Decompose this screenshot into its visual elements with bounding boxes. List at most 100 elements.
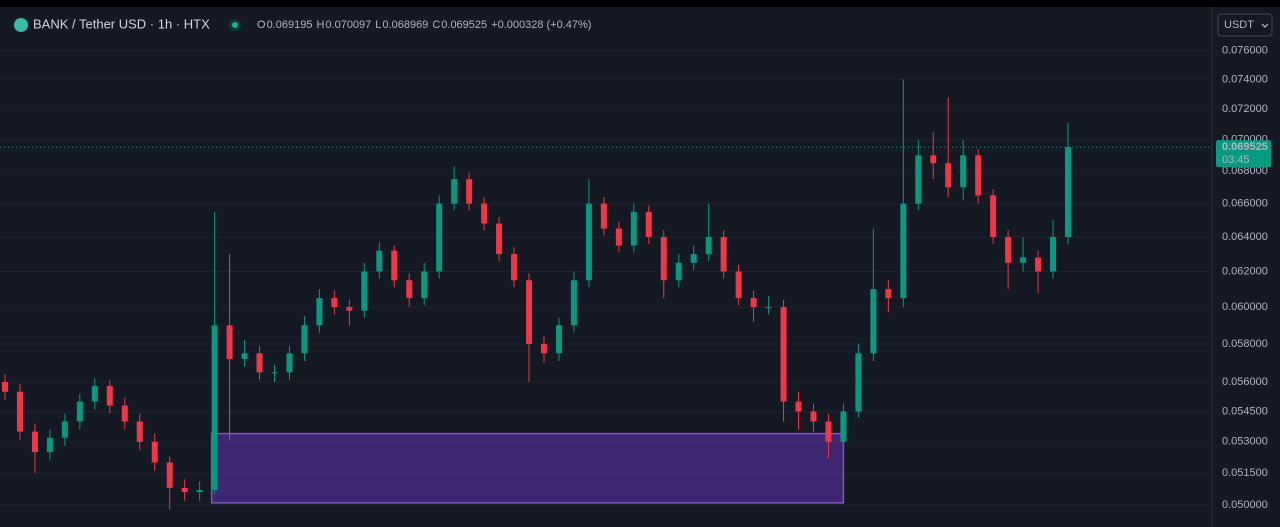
currency: USDT [1224, 19, 1254, 31]
currency-select[interactable] [1217, 13, 1273, 37]
candle-body [196, 489, 203, 493]
candle-body [870, 289, 877, 354]
y-tick-label: 0.053000 [1222, 436, 1268, 448]
candle-body [91, 385, 98, 402]
candle-body [271, 372, 278, 374]
candle-body [421, 271, 428, 299]
candle-body [16, 391, 23, 432]
candle-body [226, 325, 233, 359]
candle-body [466, 179, 473, 204]
candle-body [825, 421, 832, 442]
candle-body [675, 262, 682, 281]
status-dot [232, 22, 238, 28]
candle-body [76, 401, 83, 422]
ohlc-value: 0.069525 [441, 19, 487, 31]
y-tick-label: 0.050000 [1222, 499, 1268, 511]
last-price-label: 0.069525 [1222, 141, 1268, 153]
top-bar [0, 0, 1280, 7]
ohlc-value: 0.070097 [325, 19, 371, 31]
candle-body [990, 195, 997, 238]
candle-body [885, 289, 892, 299]
candle-body [526, 280, 533, 344]
candle-body [855, 353, 862, 412]
candle-body [451, 179, 458, 204]
candle-body [1050, 237, 1057, 272]
y-tick-label: 0.074000 [1222, 73, 1268, 85]
candle-body [241, 353, 248, 359]
ohlc-key: O [257, 19, 266, 31]
candle-body [286, 353, 293, 373]
candle-body [1065, 147, 1071, 238]
candle-body [1020, 257, 1027, 263]
candle-body [795, 401, 802, 412]
ohlc-value: 0.069195 [267, 19, 313, 31]
candle-body [346, 307, 353, 311]
countdown: 03:45 [1222, 154, 1250, 166]
y-tick-label: 0.054500 [1222, 405, 1268, 417]
candle-body [915, 155, 922, 204]
candle-body [331, 298, 338, 308]
candle-body [600, 203, 607, 229]
ohlc-key: C [432, 19, 440, 31]
candle-body [46, 437, 53, 453]
candle-body [975, 155, 982, 196]
candle-body [121, 405, 128, 422]
symbol-icon [14, 18, 28, 32]
y-tick-label: 0.076000 [1222, 44, 1268, 56]
candle-body [660, 237, 667, 281]
candle-body [765, 307, 772, 309]
candle-body [436, 203, 443, 272]
candle-body [930, 155, 937, 164]
candle-body [136, 421, 143, 442]
candle-body [316, 298, 323, 326]
candle-body [840, 411, 847, 442]
dropdown-arrow [1261, 23, 1269, 28]
zone [210, 432, 845, 504]
candle-body [1005, 237, 1012, 263]
candle-body [256, 353, 263, 373]
candle-body [555, 325, 562, 354]
candle-body [391, 250, 398, 281]
y-tick-label: 0.060000 [1222, 301, 1268, 313]
candle-body [511, 254, 518, 281]
symbol: BANK / Tether USD · 1h · HTX [33, 16, 210, 31]
ohlc-key: L [375, 19, 381, 31]
last-price-box [1216, 140, 1271, 168]
candle-body [181, 487, 188, 493]
candle-body [481, 203, 488, 224]
candle-body [690, 254, 697, 263]
candle-body [810, 411, 817, 422]
candle-body [406, 280, 413, 299]
y-tick-label: 0.068000 [1222, 165, 1268, 177]
candle-body [211, 325, 218, 490]
candle-body [151, 441, 158, 463]
y-tick-label: 0.056000 [1222, 376, 1268, 388]
y-tick-label: 0.064000 [1222, 231, 1268, 243]
candle-body [735, 271, 742, 299]
candle-body [61, 421, 68, 438]
y-tick-label: 0.062000 [1222, 265, 1268, 277]
candle-body [376, 250, 383, 272]
candle-body [615, 228, 622, 246]
candle-body [540, 343, 547, 354]
candle-body [750, 298, 757, 308]
candle-body [106, 385, 113, 406]
candle-body [945, 163, 952, 188]
candle-body [1035, 257, 1042, 272]
candle-body [496, 223, 503, 255]
candle-body [780, 307, 787, 402]
candle-body [585, 203, 592, 281]
candle-body [570, 280, 577, 326]
candle-body [705, 237, 712, 255]
candle-body [31, 431, 38, 453]
candle-body [960, 155, 967, 188]
candle-body [361, 271, 368, 311]
y-tick-label: 0.072000 [1222, 103, 1268, 115]
candle-body [645, 211, 652, 238]
ohlc-value: 0.068969 [382, 19, 428, 31]
candle-body [301, 325, 308, 354]
y-tick-label: 0.066000 [1222, 198, 1268, 210]
candle-body [2, 382, 8, 392]
candle-body [166, 462, 173, 488]
y-tick-label: 0.051500 [1222, 467, 1268, 479]
